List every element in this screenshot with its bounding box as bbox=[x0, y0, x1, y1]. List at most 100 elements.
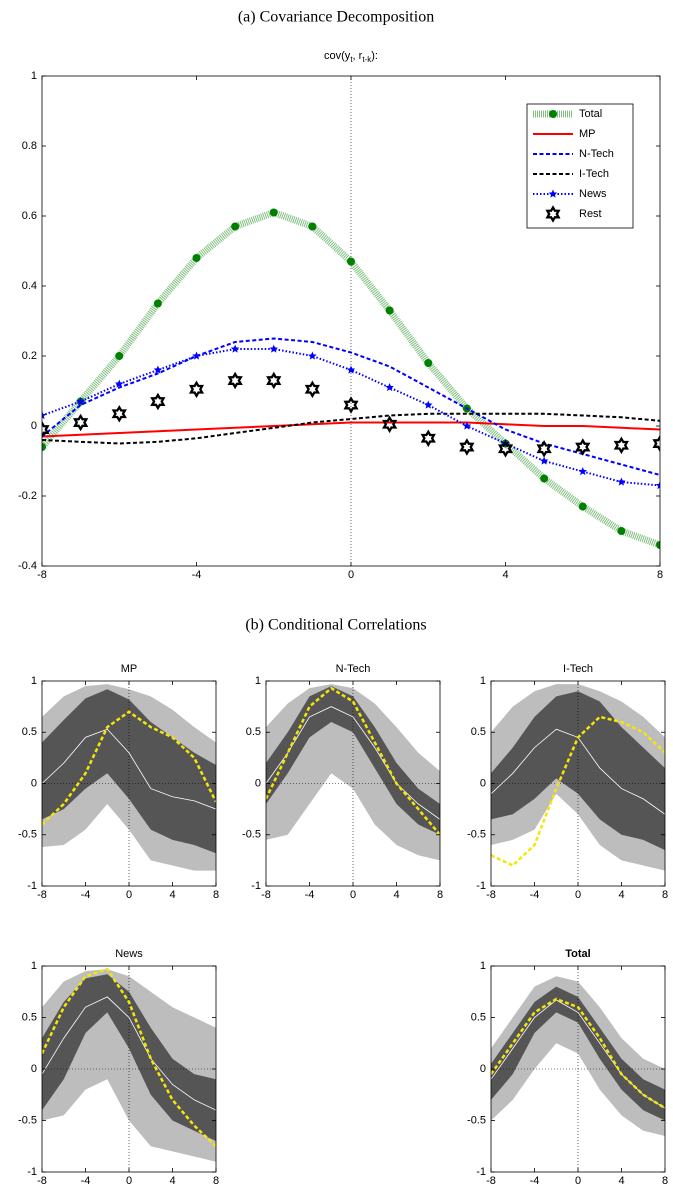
y-tick-label: 0.2 bbox=[22, 350, 37, 362]
series-line bbox=[42, 421, 660, 438]
y-tick-label: -0.5 bbox=[18, 1114, 37, 1126]
y-tick-label: 0.6 bbox=[22, 210, 37, 222]
title-part: ): bbox=[371, 50, 378, 62]
marker bbox=[304, 380, 320, 399]
series-line bbox=[42, 412, 660, 445]
marker bbox=[42, 420, 50, 439]
x-tick-label: -4 bbox=[530, 889, 540, 901]
marker bbox=[153, 365, 163, 374]
x-tick-label: 4 bbox=[169, 889, 175, 901]
legend-label: I-Tech bbox=[579, 168, 609, 180]
y-tick-label: 0 bbox=[480, 777, 486, 789]
marker bbox=[76, 397, 85, 406]
y-tick-label: 0 bbox=[31, 777, 37, 789]
marker bbox=[230, 344, 240, 353]
legend-box bbox=[526, 103, 634, 229]
series-line bbox=[42, 710, 216, 826]
band bbox=[491, 986, 665, 1121]
y-tick-label: -1 bbox=[27, 1166, 37, 1178]
y-tick-label: -0.5 bbox=[242, 829, 261, 841]
section-title: (a) Covariance Decomposition bbox=[238, 9, 434, 26]
y-tick-label: -0.5 bbox=[467, 829, 486, 841]
chart-title: cov(yt, rt-k): bbox=[324, 50, 378, 64]
marker bbox=[153, 299, 162, 308]
x-tick-label: -4 bbox=[81, 889, 91, 901]
x-tick-label: -4 bbox=[192, 569, 202, 581]
legend-label: Total bbox=[579, 108, 602, 120]
marker bbox=[188, 380, 205, 399]
marker bbox=[347, 257, 355, 266]
marker bbox=[459, 438, 475, 456]
x-tick-label: -8 bbox=[37, 889, 47, 901]
marker bbox=[269, 208, 278, 217]
y-tick-label: 0.8 bbox=[22, 140, 37, 152]
y-tick-label: 1 bbox=[31, 675, 37, 687]
title-part: cov(y bbox=[324, 50, 351, 62]
series-line bbox=[266, 706, 440, 820]
y-tick-label: 1 bbox=[480, 675, 486, 687]
band bbox=[42, 974, 216, 1142]
marker bbox=[269, 344, 278, 353]
y-tick-label: 0 bbox=[255, 777, 261, 789]
plot-area bbox=[42, 76, 660, 566]
marker bbox=[115, 379, 124, 388]
x-tick-label: 4 bbox=[393, 889, 399, 901]
y-tick-label: 0 bbox=[480, 1063, 486, 1075]
x-tick-label: 4 bbox=[169, 1175, 175, 1187]
marker bbox=[462, 421, 472, 430]
marker bbox=[539, 456, 549, 465]
series-line bbox=[42, 337, 660, 476]
plot-area bbox=[42, 681, 216, 886]
marker bbox=[115, 352, 124, 360]
chart-title: N-Tech bbox=[336, 663, 371, 675]
y-tick-label: 0 bbox=[31, 420, 37, 432]
x-tick-label: -8 bbox=[486, 889, 496, 901]
band bbox=[491, 691, 665, 851]
plot-area bbox=[266, 681, 440, 886]
marker bbox=[346, 365, 356, 374]
marker bbox=[656, 541, 660, 549]
plot-area bbox=[42, 966, 216, 1172]
section-title: (b) Conditional Correlations bbox=[245, 617, 426, 634]
y-tick-label: 0.5 bbox=[471, 1011, 486, 1023]
marker bbox=[652, 434, 660, 453]
chart-title: I-Tech bbox=[563, 663, 593, 675]
y-tick-label: 1 bbox=[31, 960, 37, 972]
marker bbox=[617, 527, 626, 535]
x-tick-label: 0 bbox=[126, 889, 132, 901]
x-tick-label: -4 bbox=[305, 889, 315, 901]
title-part: t-k bbox=[362, 55, 372, 64]
band bbox=[266, 686, 440, 835]
marker bbox=[308, 351, 317, 360]
y-tick-label: 1 bbox=[480, 960, 486, 972]
marker bbox=[536, 440, 552, 458]
plot-area bbox=[491, 966, 665, 1172]
x-tick-label: 0 bbox=[348, 569, 354, 581]
legend-marker bbox=[545, 205, 561, 223]
title-part: t bbox=[350, 55, 353, 64]
y-tick-label: 1 bbox=[255, 675, 261, 687]
series-line bbox=[42, 728, 216, 810]
marker bbox=[424, 400, 433, 409]
chart-title: News bbox=[115, 948, 143, 960]
marker bbox=[424, 359, 433, 367]
series-line bbox=[42, 967, 216, 1148]
x-tick-label: 8 bbox=[213, 889, 219, 901]
marker bbox=[343, 396, 359, 414]
y-tick-label: -1 bbox=[476, 880, 486, 892]
series-line bbox=[491, 715, 665, 867]
marker bbox=[227, 371, 243, 390]
marker bbox=[617, 477, 626, 486]
x-tick-label: -8 bbox=[261, 889, 271, 901]
chart-title: MP bbox=[121, 663, 138, 675]
x-tick-label: 8 bbox=[437, 889, 443, 901]
chart-title: Total bbox=[565, 948, 590, 960]
x-tick-label: 0 bbox=[350, 889, 356, 901]
y-tick-label: -0.5 bbox=[467, 1114, 486, 1126]
y-tick-label: 0.5 bbox=[22, 1011, 37, 1023]
y-tick-label: 0.5 bbox=[246, 726, 261, 738]
x-tick-label: -8 bbox=[37, 1175, 47, 1187]
y-tick-label: 0 bbox=[31, 1063, 37, 1075]
x-tick-label: -8 bbox=[37, 569, 47, 581]
